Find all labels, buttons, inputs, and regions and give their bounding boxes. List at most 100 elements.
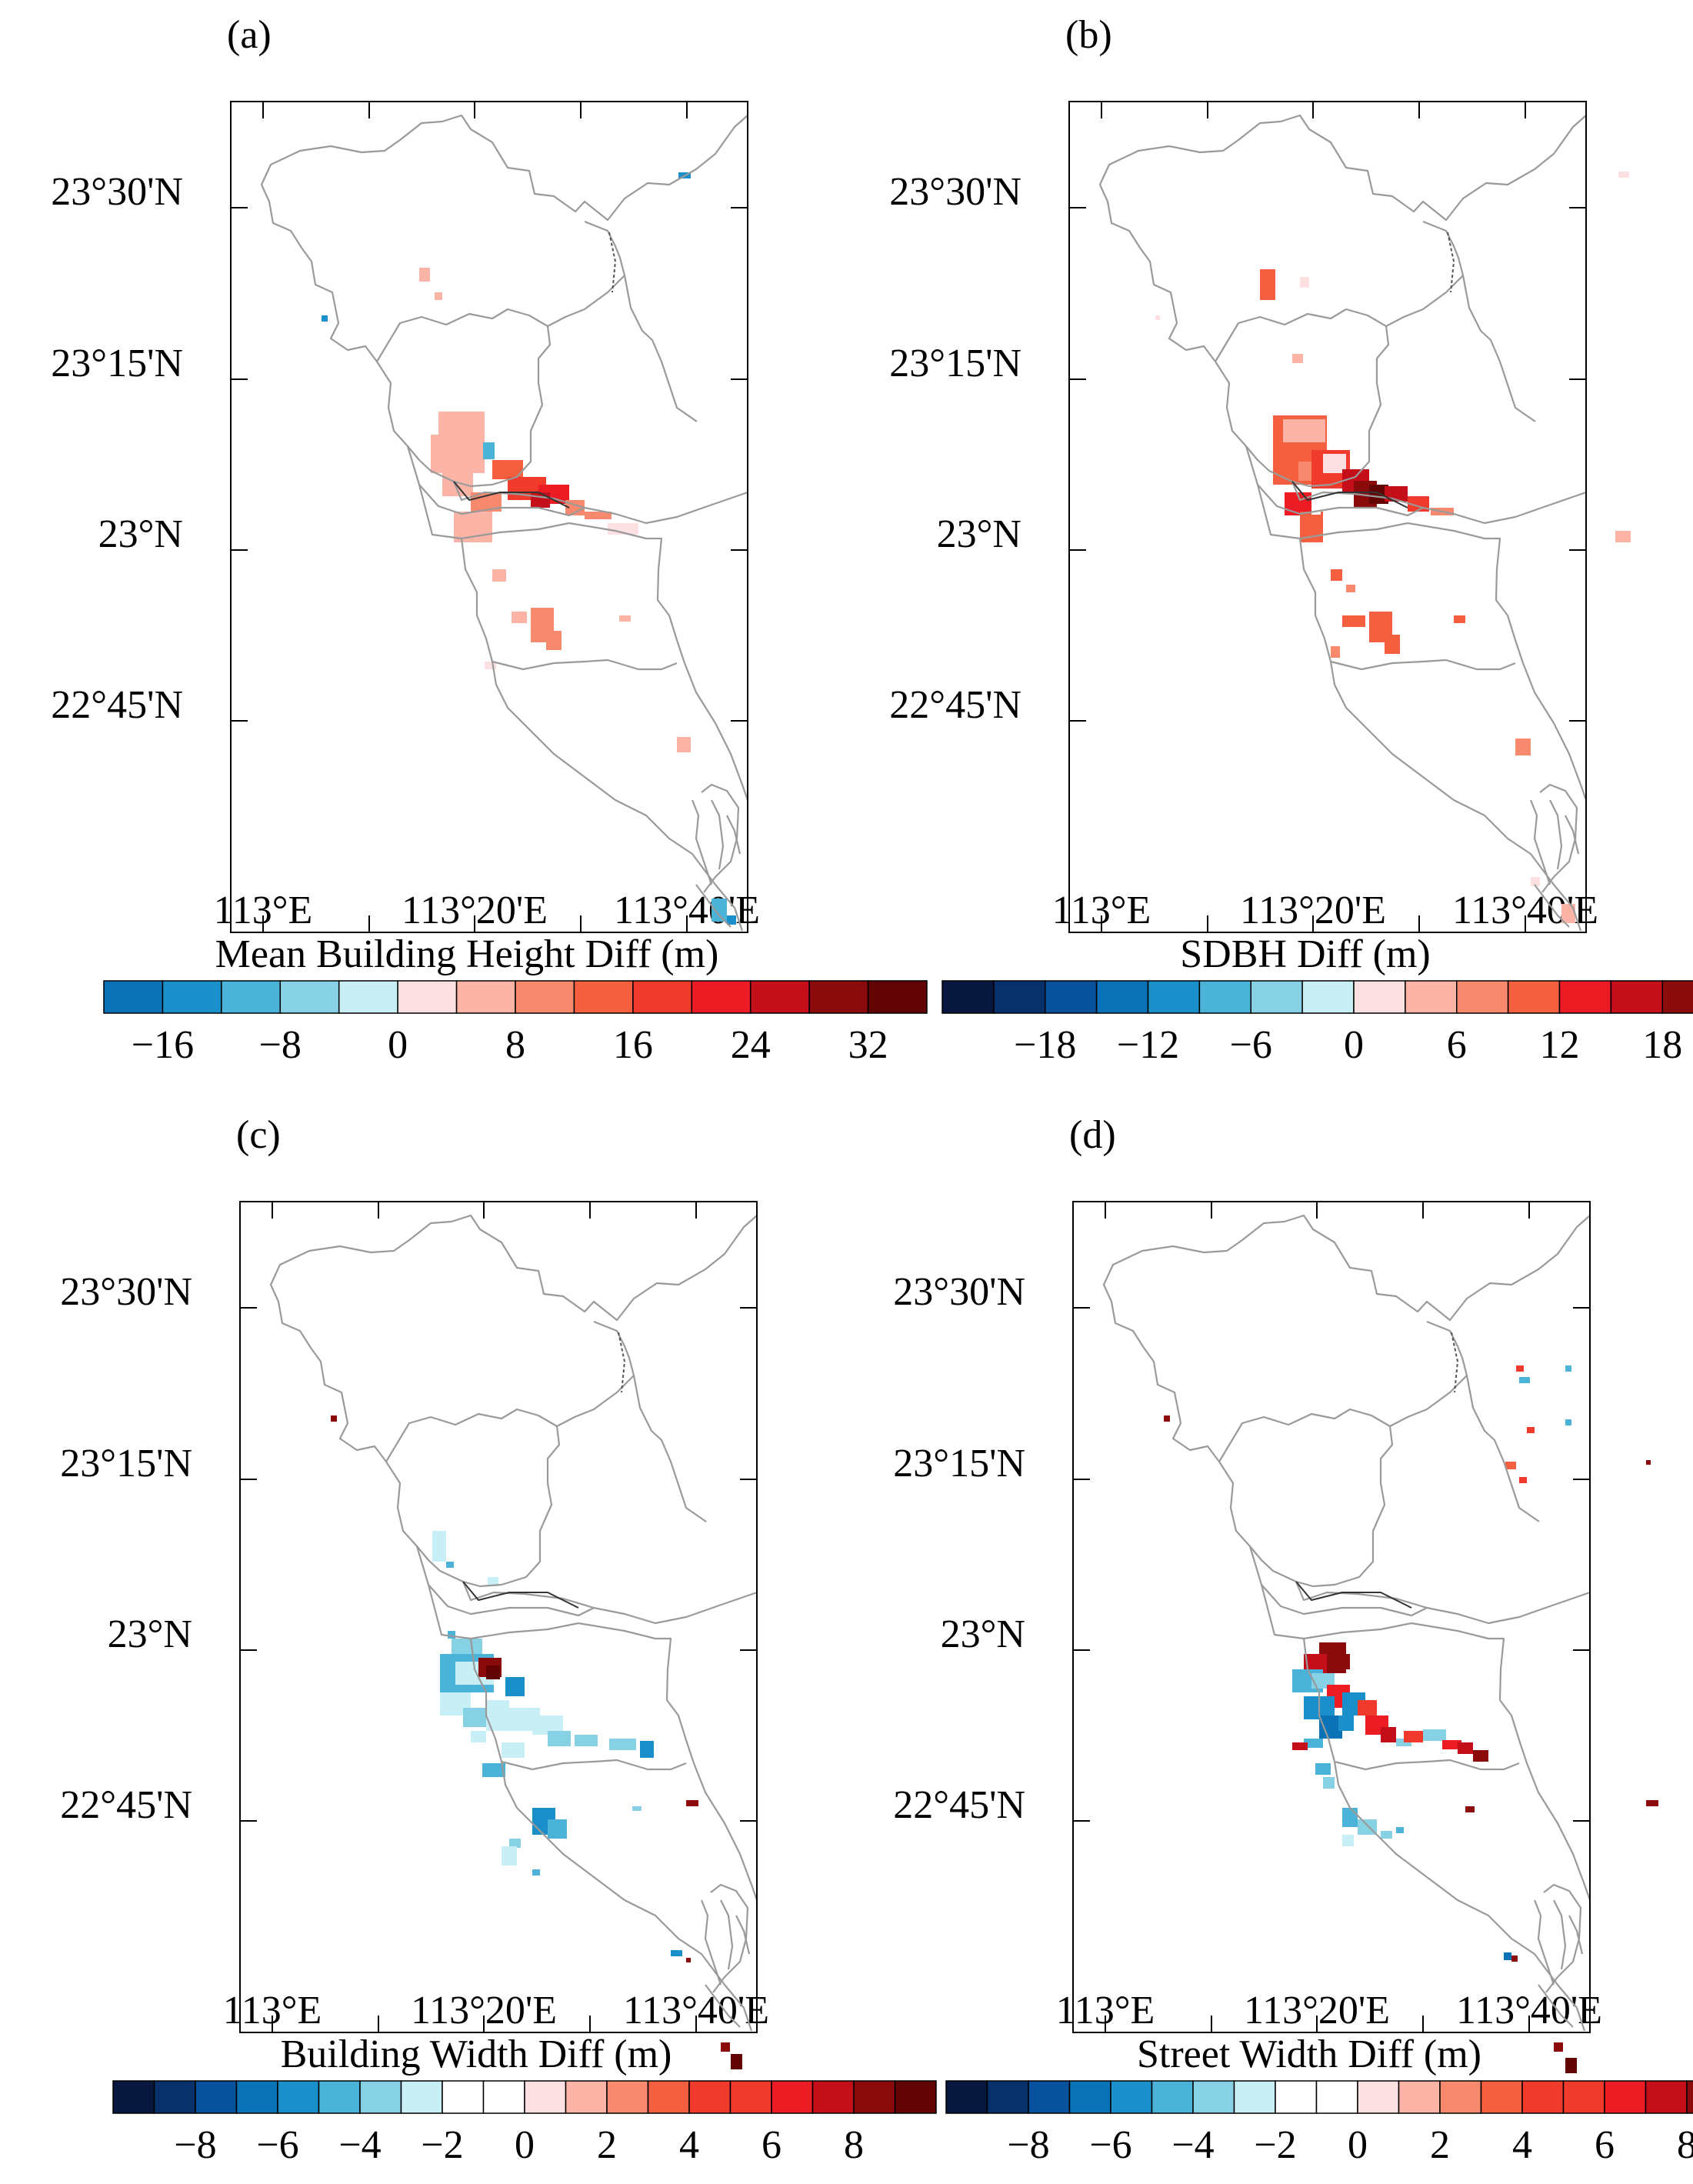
district-boundary <box>578 1622 695 1764</box>
colorbar-segment <box>397 980 458 1014</box>
county-boundary <box>1447 232 1455 293</box>
difference-cell <box>509 1839 521 1848</box>
colorbar-segment <box>1301 980 1355 1014</box>
colorbar-tick-label: 8 <box>844 2123 864 2167</box>
lat-tick-label: 23°30'N <box>60 1270 192 1314</box>
difference-cell <box>712 899 727 922</box>
district-boundary <box>418 484 570 540</box>
district-boundary <box>451 1214 758 1322</box>
difference-cell <box>1342 1835 1354 1846</box>
colorbar-segment <box>1480 2080 1523 2114</box>
difference-cell <box>1565 1365 1571 1372</box>
panel-label: (c) <box>236 1113 281 1157</box>
difference-cell <box>721 2042 730 2052</box>
district-boundaries <box>1102 1214 1591 2032</box>
lat-tick-label: 23°15'N <box>889 342 1021 385</box>
difference-cell <box>1423 1729 1446 1741</box>
difference-cell <box>1292 1742 1308 1750</box>
difference-cell <box>1358 1700 1377 1716</box>
difference-cell <box>1396 1827 1404 1833</box>
colorbar-tick-label: −4 <box>1171 2123 1214 2167</box>
colorbar-segment <box>1110 2080 1153 2114</box>
district-boundary <box>1102 1220 1285 1462</box>
difference-cell <box>677 737 691 752</box>
district-boundary <box>1538 1984 1574 2028</box>
district-boundary <box>1333 1761 1586 2032</box>
district-boundary <box>376 220 626 362</box>
difference-cell <box>1473 1750 1488 1762</box>
difference-cell <box>502 1846 517 1866</box>
district-boundary <box>695 884 732 928</box>
difference-patches <box>1155 172 1631 923</box>
difference-cell <box>435 292 442 300</box>
panel-c: (c) 23°30'N 23°15'N 23°N 22°45'N 113°E 1… <box>9 1100 937 2184</box>
difference-cell <box>1554 2042 1563 2052</box>
difference-cell <box>1381 1727 1396 1742</box>
colorbar-tick-label: −6 <box>1230 1023 1272 1067</box>
district-boundary <box>452 481 748 525</box>
colorbar-tick-label: −8 <box>174 2123 216 2167</box>
difference-cell <box>1646 1800 1658 1806</box>
difference-cell <box>531 492 550 508</box>
difference-cell <box>1618 172 1629 178</box>
city-core-boundary <box>453 481 570 508</box>
district-boundary <box>1539 783 1578 893</box>
district-boundary <box>1295 1425 1394 1588</box>
difference-cell <box>1323 1777 1335 1789</box>
axis-ticks <box>240 1202 757 2032</box>
difference-cell <box>505 1677 525 1696</box>
district-boundary <box>705 1984 741 2028</box>
difference-cell <box>482 1763 505 1777</box>
difference-cell <box>1519 1377 1530 1383</box>
difference-cell <box>609 1739 636 1750</box>
district-boundary <box>385 1320 635 1462</box>
lat-tick-label: 23°N <box>98 512 183 556</box>
district-boundary <box>1534 884 1570 928</box>
colorbar-title: Street Width Diff (m) <box>1137 2032 1481 2076</box>
difference-patches <box>331 1415 742 2069</box>
colorbar-segment <box>986 2080 1029 2114</box>
difference-cell <box>1311 504 1321 515</box>
difference-cell <box>431 435 485 473</box>
difference-cell <box>575 1735 598 1746</box>
difference-cell <box>1342 1808 1358 1827</box>
district-boundary <box>691 799 713 885</box>
axis-ticks <box>1069 102 1586 932</box>
district-boundary <box>1218 1461 1297 1582</box>
colorbar-segment <box>688 2080 732 2114</box>
lat-tick-label: 23°30'N <box>51 170 183 214</box>
district-boundary <box>700 1899 722 1986</box>
difference-cell <box>471 1731 486 1742</box>
city-core-boundary <box>1295 1581 1412 1609</box>
map-panel-c: (c) 23°30'N 23°15'N 23°N 22°45'N 113°E 1… <box>60 1113 937 2167</box>
colorbar-tick-label: 0 <box>388 1023 408 1067</box>
difference-cell <box>485 662 496 669</box>
district-boundary <box>415 1545 595 1617</box>
difference-cell <box>731 2054 742 2069</box>
map-area <box>230 101 749 933</box>
colorbar-segment <box>1558 980 1612 1014</box>
district-boundary <box>260 120 443 362</box>
colorbar-segment <box>729 2080 772 2114</box>
difference-cell <box>512 612 527 623</box>
district-boundary <box>491 661 744 932</box>
district-boundary <box>1529 799 1551 885</box>
colorbar-segment <box>277 2080 320 2114</box>
colorbar-segment <box>941 980 995 1014</box>
difference-cell <box>448 1631 455 1639</box>
district-boundary <box>427 1584 579 1640</box>
colorbar-segment <box>808 980 869 1014</box>
difference-cell <box>1565 2058 1577 2073</box>
county-boundary <box>608 232 616 293</box>
colorbar-segment <box>162 980 222 1014</box>
colorbar: −18 −12 −6 0 6 12 18 <box>941 980 1693 1067</box>
district-boundary <box>692 1762 758 1901</box>
lat-tick-label: 23°15'N <box>60 1442 192 1485</box>
county-boundary <box>618 1332 625 1393</box>
colorbar-segment <box>1045 980 1098 1014</box>
difference-cell <box>438 412 485 435</box>
difference-cell <box>502 1742 525 1758</box>
difference-cell <box>1381 1831 1392 1839</box>
district-boundary <box>1549 799 1563 870</box>
difference-cell <box>619 615 631 622</box>
